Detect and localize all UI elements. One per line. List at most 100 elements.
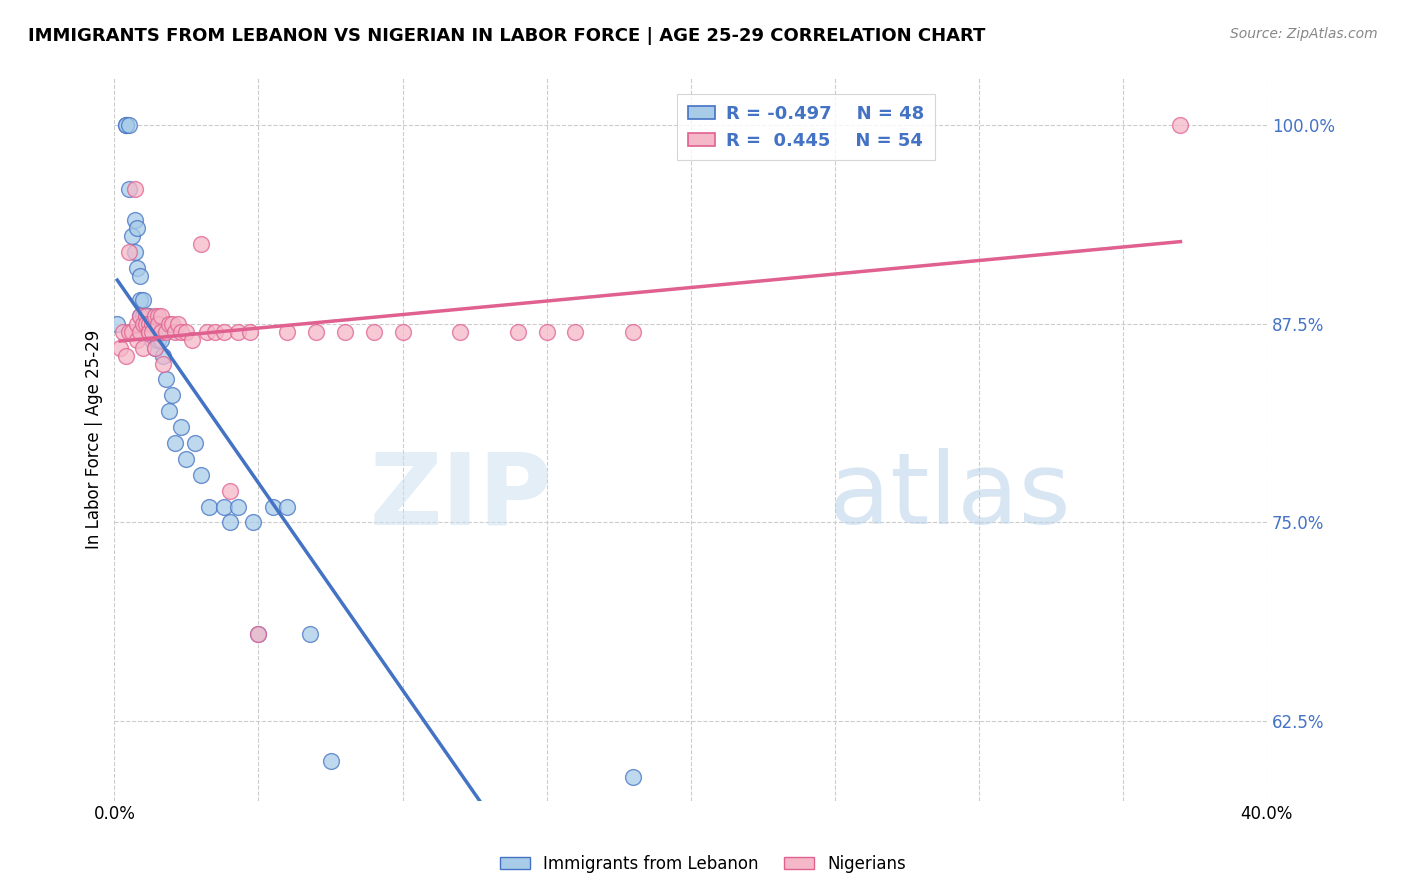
Point bbox=[190, 467, 212, 482]
Point bbox=[129, 293, 152, 307]
Point bbox=[247, 626, 270, 640]
Point bbox=[115, 118, 138, 132]
Y-axis label: In Labor Force | Age 25-29: In Labor Force | Age 25-29 bbox=[86, 329, 103, 549]
Point bbox=[132, 309, 155, 323]
Point bbox=[184, 436, 207, 450]
Point bbox=[170, 325, 193, 339]
Point bbox=[226, 325, 249, 339]
Point bbox=[141, 317, 163, 331]
Point bbox=[141, 325, 163, 339]
Point bbox=[138, 325, 160, 339]
Point bbox=[176, 325, 198, 339]
Point bbox=[115, 349, 138, 363]
Point bbox=[170, 420, 193, 434]
Point bbox=[132, 317, 155, 331]
Point bbox=[121, 229, 143, 244]
Point bbox=[141, 333, 163, 347]
Point bbox=[138, 317, 160, 331]
Point bbox=[242, 516, 264, 530]
Point bbox=[226, 500, 249, 514]
Point bbox=[121, 325, 143, 339]
Point bbox=[127, 317, 149, 331]
Point bbox=[143, 309, 166, 323]
Point bbox=[506, 325, 529, 339]
Point bbox=[132, 293, 155, 307]
Point bbox=[132, 317, 155, 331]
Point bbox=[149, 309, 172, 323]
Point bbox=[135, 309, 157, 323]
Point bbox=[149, 333, 172, 347]
Point bbox=[149, 325, 172, 339]
Point bbox=[124, 245, 146, 260]
Point bbox=[132, 341, 155, 355]
Point bbox=[135, 317, 157, 331]
Point bbox=[319, 754, 342, 768]
Point bbox=[135, 309, 157, 323]
Point bbox=[155, 372, 177, 386]
Point bbox=[127, 261, 149, 276]
Point bbox=[536, 325, 558, 339]
Point bbox=[160, 317, 183, 331]
Point bbox=[239, 325, 262, 339]
Point bbox=[143, 341, 166, 355]
Point bbox=[157, 317, 180, 331]
Point bbox=[118, 182, 141, 196]
Point bbox=[449, 325, 471, 339]
Point bbox=[129, 325, 152, 339]
Point bbox=[105, 317, 128, 331]
Point bbox=[143, 317, 166, 331]
Point bbox=[262, 500, 284, 514]
Point bbox=[198, 500, 221, 514]
Point bbox=[305, 325, 328, 339]
Point bbox=[163, 436, 186, 450]
Point bbox=[157, 404, 180, 418]
Text: Source: ZipAtlas.com: Source: ZipAtlas.com bbox=[1230, 27, 1378, 41]
Text: ZIP: ZIP bbox=[370, 449, 553, 545]
Point bbox=[118, 325, 141, 339]
Point bbox=[218, 483, 240, 498]
Point bbox=[163, 325, 186, 339]
Point bbox=[212, 500, 235, 514]
Point bbox=[204, 325, 226, 339]
Point bbox=[166, 317, 188, 331]
Point bbox=[564, 325, 586, 339]
Point bbox=[247, 626, 270, 640]
Point bbox=[299, 626, 322, 640]
Point bbox=[621, 770, 644, 784]
Point bbox=[129, 309, 152, 323]
Point bbox=[181, 333, 204, 347]
Point bbox=[276, 500, 298, 514]
Point bbox=[135, 317, 157, 331]
Point bbox=[152, 349, 174, 363]
Point bbox=[621, 325, 644, 339]
Legend: Immigrants from Lebanon, Nigerians: Immigrants from Lebanon, Nigerians bbox=[494, 848, 912, 880]
Point bbox=[143, 341, 166, 355]
Point bbox=[127, 221, 149, 235]
Text: atlas: atlas bbox=[830, 449, 1070, 545]
Point bbox=[146, 325, 169, 339]
Text: IMMIGRANTS FROM LEBANON VS NIGERIAN IN LABOR FORCE | AGE 25-29 CORRELATION CHART: IMMIGRANTS FROM LEBANON VS NIGERIAN IN L… bbox=[28, 27, 986, 45]
Point bbox=[391, 325, 413, 339]
Point bbox=[190, 237, 212, 252]
Point bbox=[129, 269, 152, 284]
Point bbox=[276, 325, 298, 339]
Point bbox=[124, 213, 146, 227]
Point bbox=[152, 357, 174, 371]
Point bbox=[108, 341, 131, 355]
Point bbox=[1170, 118, 1192, 132]
Point bbox=[118, 245, 141, 260]
Point bbox=[218, 516, 240, 530]
Point bbox=[160, 388, 183, 402]
Point bbox=[127, 333, 149, 347]
Point bbox=[124, 182, 146, 196]
Point bbox=[146, 309, 169, 323]
Point bbox=[129, 309, 152, 323]
Point bbox=[176, 451, 198, 466]
Point bbox=[195, 325, 218, 339]
Point bbox=[138, 325, 160, 339]
Point bbox=[146, 317, 169, 331]
Point bbox=[141, 317, 163, 331]
Point bbox=[138, 309, 160, 323]
Point bbox=[138, 317, 160, 331]
Point bbox=[118, 118, 141, 132]
